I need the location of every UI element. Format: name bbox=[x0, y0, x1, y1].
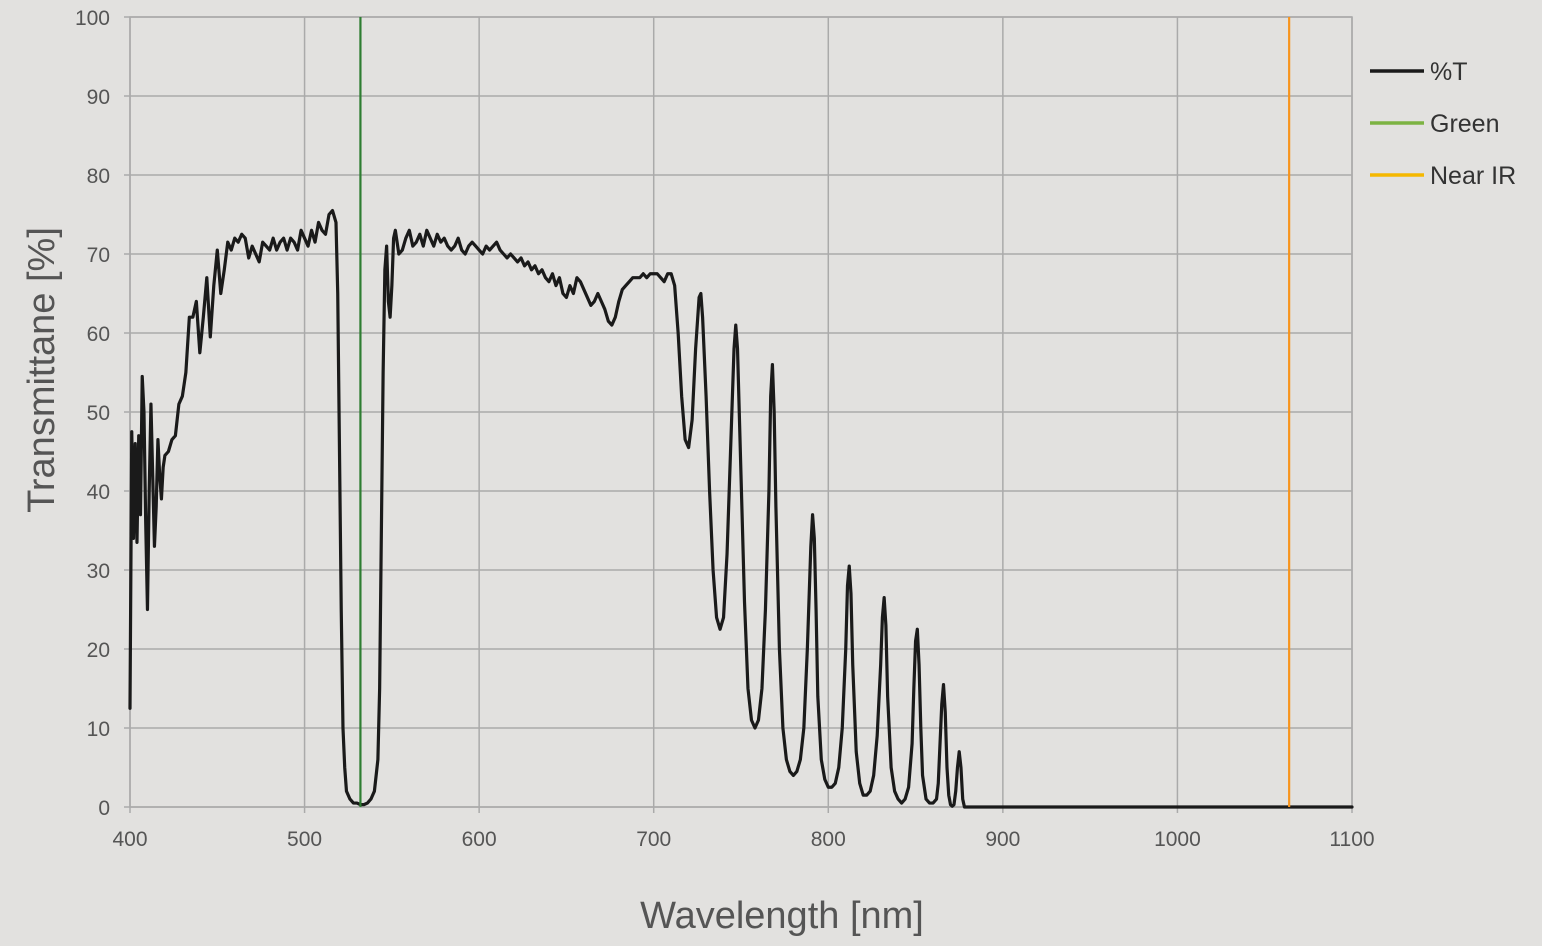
x-tick-label: 1000 bbox=[1154, 828, 1201, 851]
x-tick-label: 400 bbox=[112, 828, 147, 851]
series-layer bbox=[128, 17, 1354, 809]
x-tick-label: 600 bbox=[462, 828, 497, 851]
legend: %T Green Near IR bbox=[1370, 58, 1516, 190]
y-tick-label: 60 bbox=[87, 323, 110, 346]
y-tick-label: 30 bbox=[87, 560, 110, 583]
y-tick-label: 100 bbox=[75, 7, 110, 30]
x-tick-label: 800 bbox=[811, 828, 846, 851]
legend-label: Green bbox=[1430, 110, 1499, 138]
y-tick-label: 50 bbox=[87, 402, 110, 425]
x-tick-label: 700 bbox=[636, 828, 671, 851]
y-axis-ticks: 0 10 20 30 40 50 60 70 80 90 100 bbox=[75, 7, 130, 820]
x-tick-label: 900 bbox=[985, 828, 1020, 851]
x-tick-label: 1100 bbox=[1329, 828, 1374, 851]
legend-label: %T bbox=[1430, 58, 1468, 86]
legend-item-near-ir: Near IR bbox=[1370, 162, 1516, 190]
y-tick-label: 10 bbox=[87, 718, 110, 741]
x-axis-ticks: 400 500 600 700 800 900 1000 1100 bbox=[112, 807, 1375, 851]
legend-label: Near IR bbox=[1430, 162, 1516, 190]
x-axis-title: Wavelength [nm] bbox=[640, 895, 924, 937]
y-tick-label: 0 bbox=[98, 797, 110, 820]
legend-item-transmittance: %T bbox=[1370, 58, 1468, 86]
y-tick-label: 90 bbox=[87, 86, 110, 109]
x-tick-label: 500 bbox=[287, 828, 322, 851]
y-tick-label: 70 bbox=[87, 244, 110, 267]
y-tick-label: 80 bbox=[87, 165, 110, 188]
y-tick-label: 20 bbox=[87, 639, 110, 662]
legend-item-green: Green bbox=[1370, 110, 1499, 138]
y-tick-label: 40 bbox=[87, 481, 110, 504]
series-transmittance-line bbox=[128, 208, 1354, 809]
y-axis-title: Transmittane [%] bbox=[21, 227, 63, 513]
